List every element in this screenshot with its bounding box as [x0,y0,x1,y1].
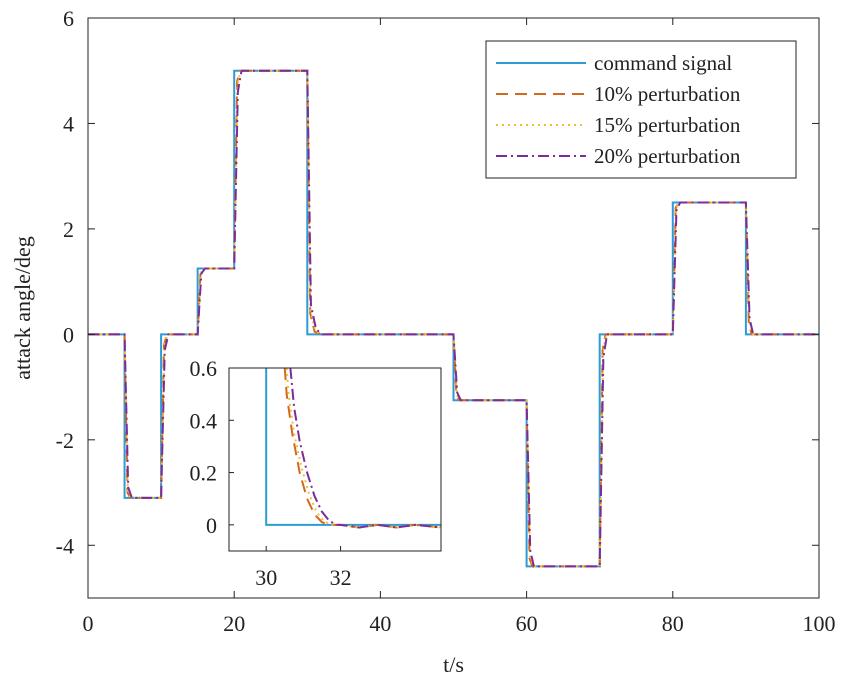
inset-series-line-20pct-perturbation [289,368,441,529]
inset-series-group [265,368,441,529]
legend: command signal 10% perturbation 15% pertur… [485,40,797,179]
legend-entry-15pct-perturbation: 15% perturbation [496,113,741,137]
legend-entry-command-signal: command signal [496,51,732,75]
x-tick-label: 100 [803,611,836,636]
main-plot-frame [87,17,820,599]
inset-plot: 30 32 0 0.2 0.4 0.6 [190,356,442,590]
inset-y-tick-label: 0 [206,513,217,538]
main-x-ticks: 0 20 40 60 80 100 [83,18,836,636]
main-plot: 0 20 40 60 80 100 -4 -2 0 2 4 6 t/s attack angle/d… [10,6,836,677]
legend-label: 15% perturbation [594,113,741,137]
legend-entry-20pct-perturbation: 20% perturbation [496,144,741,168]
legend-label: command signal [594,51,732,75]
legend-label: 10% perturbation [594,82,741,106]
inset-series-line-15pct-perturbation [285,368,441,529]
y-tick-label: -2 [56,428,74,453]
y-tick-label: 6 [63,6,74,31]
inset-x-ticks: 30 32 [255,546,352,590]
main-y-ticks: -4 -2 0 2 4 6 [56,6,819,558]
y-tick-label: -4 [56,533,74,558]
inset-y-tick-label: 0.2 [190,461,218,486]
legend-entries: command signal 10% perturbation 15% pertur… [496,51,741,168]
legend-label: 20% perturbation [594,144,741,168]
y-axis-label: attack angle/deg [10,236,35,380]
inset-y-tick-label: 0.4 [190,408,218,433]
inset-plot-frame [228,367,442,552]
x-tick-label: 0 [83,611,94,636]
y-tick-label: 0 [63,322,74,347]
inset-y-tick-label: 0.6 [190,356,218,381]
x-tick-label: 60 [516,611,538,636]
main-series-group [88,69,819,568]
legend-entry-10pct-perturbation: 10% perturbation [496,82,741,106]
x-axis-label: t/s [443,652,464,677]
inset-y-ticks: 0 0.2 0.4 0.6 [190,356,234,538]
inset-x-tick-label: 32 [330,565,352,590]
x-tick-label: 40 [369,611,391,636]
series-line-20pct-perturbation [88,69,819,568]
x-tick-label: 80 [662,611,684,636]
series-line-10pct-perturbation [88,69,819,568]
x-tick-label: 20 [223,611,245,636]
inset-x-tick-label: 30 [255,565,277,590]
inset-background [229,368,441,551]
y-tick-label: 4 [63,111,74,136]
y-tick-label: 2 [63,217,74,242]
